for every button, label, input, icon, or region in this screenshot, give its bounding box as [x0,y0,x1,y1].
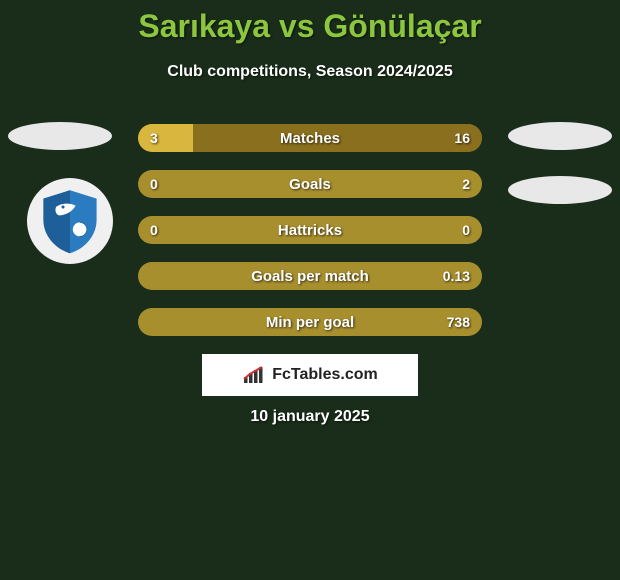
bar-label: Matches [138,124,482,152]
stat-bar: 0Goals2 [138,170,482,198]
club-crest-icon [35,186,105,256]
bar-value-right: 0.13 [443,262,470,290]
bar-label: Goals [138,170,482,198]
player-photo-placeholder [8,122,112,150]
bar-label: Min per goal [138,308,482,336]
player-photo-placeholder [508,176,612,204]
player-photo-placeholder [508,122,612,150]
bar-label: Hattricks [138,216,482,244]
stat-bar: Goals per match0.13 [138,262,482,290]
brand-badge: FcTables.com [202,354,418,396]
team-badge-left [27,178,113,264]
bar-value-right: 16 [454,124,470,152]
comparison-bars: 3Matches160Goals20Hattricks0Goals per ma… [138,124,482,354]
bar-value-right: 0 [462,216,470,244]
bar-value-right: 2 [462,170,470,198]
date-label: 10 january 2025 [0,408,620,426]
stat-bar: Min per goal738 [138,308,482,336]
page-title: Sarıkaya vs Gönülaçar [0,0,620,45]
stat-bar: 0Hattricks0 [138,216,482,244]
stat-bar: 3Matches16 [138,124,482,152]
bar-label: Goals per match [138,262,482,290]
chart-icon [242,365,266,385]
subtitle: Club competitions, Season 2024/2025 [0,63,620,81]
brand-text: FcTables.com [272,366,378,384]
bar-value-right: 738 [447,308,470,336]
